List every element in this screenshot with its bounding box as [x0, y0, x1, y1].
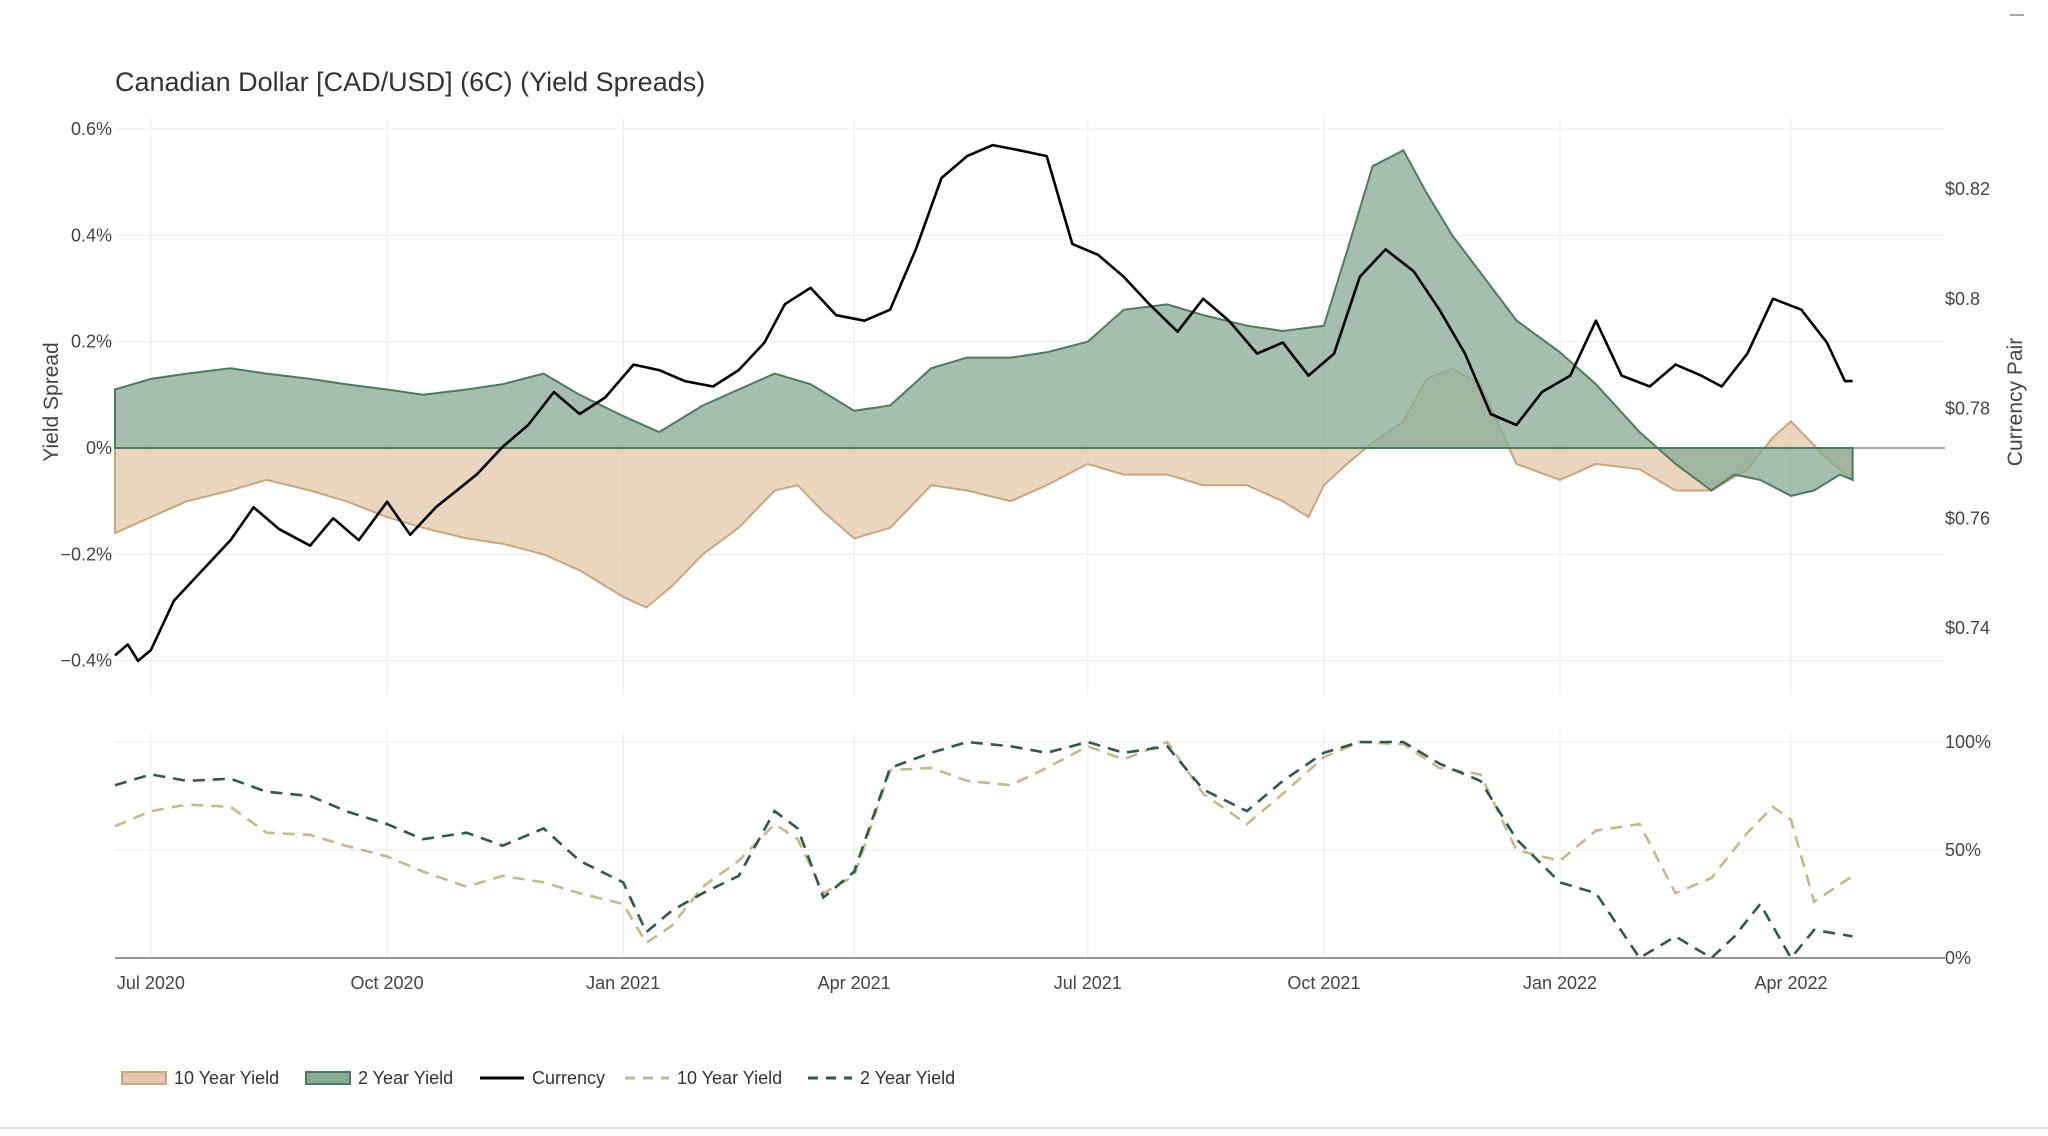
y-right-tick-label: $0.82 [1945, 179, 1990, 199]
x-tick-label: Apr 2022 [1754, 973, 1827, 993]
legend-item[interactable]: 10 Year Yield [121, 1068, 279, 1088]
chart-title: Canadian Dollar [CAD/USD] (6C) (Yield Sp… [115, 67, 705, 97]
x-tick-label: Oct 2021 [1287, 973, 1360, 993]
x-tick-label: Oct 2020 [351, 973, 424, 993]
legend-item[interactable]: 2 Year Yield [305, 1068, 453, 1088]
area-layer [114, 148, 1854, 609]
currency-line [114, 143, 1853, 663]
legend[interactable]: 10 Year Yield 2 Year Yield Currency 10 Year… [121, 1068, 955, 1088]
y-left-tick-label: 0.6% [71, 119, 112, 139]
legend-label: 2 Year Yield [860, 1068, 955, 1088]
y-right-tick-label: $0.76 [1945, 508, 1990, 528]
grid-layer [0, 118, 2048, 1129]
y-left-tick-label: 0.4% [71, 225, 112, 245]
legend-swatch [305, 1071, 351, 1085]
legend-item[interactable]: 10 Year Yield [625, 1068, 782, 1088]
x-tick-label: Jan 2021 [586, 973, 660, 993]
legend-label: 2 Year Yield [358, 1068, 453, 1088]
y-axis-right-title: Currency Pair [2004, 338, 2027, 466]
legend-item[interactable]: Currency [480, 1068, 605, 1088]
y-lower-tick-label: 50% [1945, 840, 1981, 860]
legend-item[interactable]: 2 Year Yield [808, 1068, 955, 1088]
x-tick-label: Jan 2022 [1523, 973, 1597, 993]
two-year-percentile-line [114, 740, 1853, 961]
minimize-icon[interactable] [2010, 14, 2024, 16]
y-left-tick-label: −0.2% [60, 544, 112, 564]
x-tick-label: Jul 2020 [117, 973, 185, 993]
y-lower-tick-label: 100% [1945, 732, 1991, 752]
x-tick-label: Jul 2021 [1054, 973, 1122, 993]
y-left-tick-label: 0.2% [71, 332, 112, 352]
y-right-tick-label: $0.74 [1945, 618, 1990, 638]
y-left-tick-label: 0% [86, 438, 112, 458]
line-layer [114, 143, 1854, 961]
legend-label: Currency [532, 1068, 605, 1088]
x-tick-label: Apr 2021 [818, 973, 891, 993]
axis-layer: Jul 2020 Oct 2020 Jan 2021 Apr 2021 Jul 2021… [60, 119, 1991, 993]
y-lower-tick-label: 0% [1945, 948, 1971, 968]
y-right-tick-label: $0.8 [1945, 289, 1980, 309]
two-year-yield-area [114, 148, 1854, 497]
legend-label: 10 Year Yield [677, 1068, 782, 1088]
y-left-tick-label: −0.4% [60, 651, 112, 671]
ten-year-percentile-line [114, 740, 1854, 945]
y-axis-left-title: Yield Spread [40, 342, 63, 461]
y-right-tick-label: $0.78 [1945, 399, 1990, 419]
legend-label: 10 Year Yield [174, 1068, 279, 1088]
legend-swatch [121, 1071, 167, 1085]
